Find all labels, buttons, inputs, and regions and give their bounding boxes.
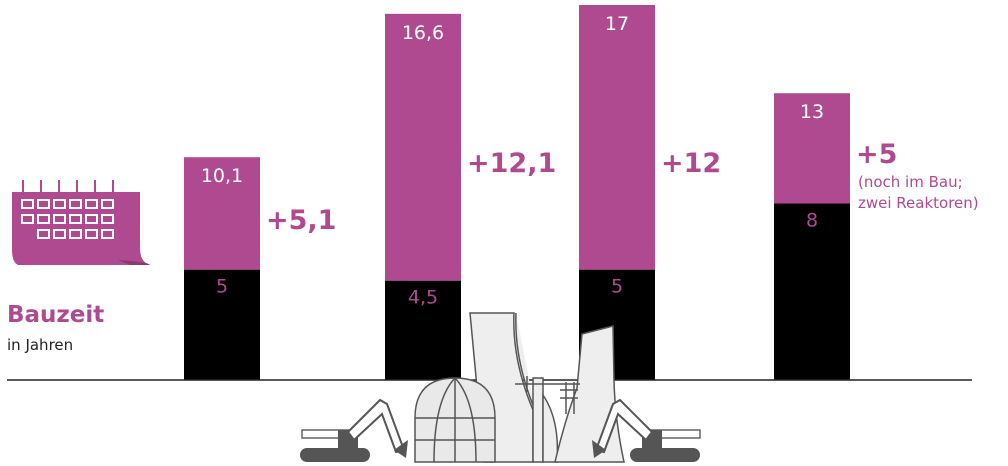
- note-label-4: (noch im Bau; zwei Reaktoren): [858, 173, 979, 212]
- delta-label-4: +5: [856, 139, 897, 170]
- value-label-planned-2: 4,5: [408, 287, 438, 309]
- bar-planned-4: [774, 203, 850, 380]
- bar-actual-4: [774, 93, 850, 204]
- chart-title: Bauzeit: [7, 302, 104, 328]
- value-label-actual-2: 16,6: [402, 22, 444, 44]
- excavator-icon: [592, 398, 701, 462]
- chart-subtitle: in Jahren: [7, 336, 73, 354]
- value-label-actual-1: 10,1: [201, 165, 243, 187]
- excavator-icon: [300, 398, 408, 462]
- delta-label-1: +5,1: [266, 205, 336, 236]
- delta-label-2: +12,1: [467, 148, 556, 179]
- note-line-1: (noch im Bau;: [858, 173, 963, 191]
- bar-planned-1: [184, 269, 260, 380]
- note-line-2: zwei Reaktoren): [858, 194, 979, 212]
- value-label-planned-1: 5: [216, 276, 228, 298]
- value-label-actual-4: 13: [800, 101, 824, 123]
- bar-planned-2: [385, 280, 461, 380]
- calendar-icon: [12, 180, 150, 265]
- delta-label-3: +12: [661, 148, 721, 179]
- bar-actual-2: [385, 13, 461, 281]
- value-label-actual-3: 17: [605, 13, 629, 35]
- bar-actual-1: [184, 157, 260, 270]
- bar-actual-3: [579, 5, 655, 270]
- value-label-planned-3: 5: [611, 276, 623, 298]
- value-label-planned-4: 8: [806, 210, 818, 232]
